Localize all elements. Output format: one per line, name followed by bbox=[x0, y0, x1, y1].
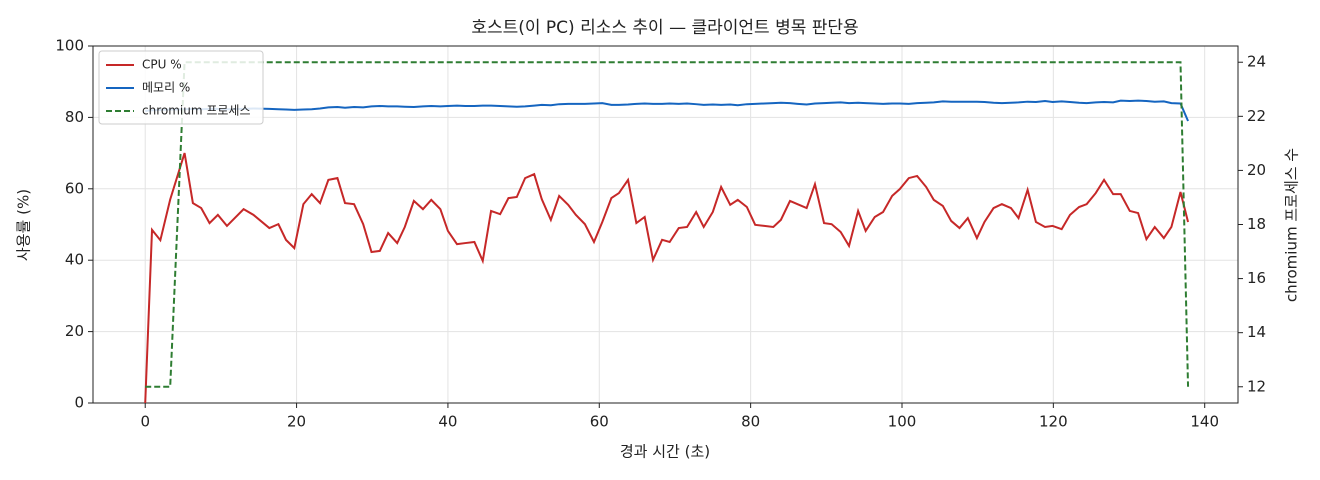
y-tick-label: 80 bbox=[65, 108, 84, 126]
y2-tick-label: 20 bbox=[1247, 161, 1266, 179]
x-tick-label: 0 bbox=[140, 413, 150, 431]
x-tick-label: 80 bbox=[741, 413, 760, 431]
legend-label: chromium 프로세스 bbox=[142, 104, 251, 118]
y2-tick-label: 12 bbox=[1247, 377, 1266, 395]
plot-frame bbox=[92, 45, 1239, 404]
series-line bbox=[145, 61, 1190, 388]
series-line bbox=[144, 152, 1190, 404]
y2-tick-label: 22 bbox=[1247, 107, 1266, 125]
chart-title: 호스트(이 PC) 리소스 추이 — 클라이언트 병목 판단용 bbox=[471, 18, 858, 38]
y2-axis-label: chromium 프로세스 수 bbox=[1283, 148, 1301, 302]
x-tick-label: 60 bbox=[590, 413, 609, 431]
x-tick-label: 20 bbox=[287, 413, 306, 431]
legend-box bbox=[98, 50, 264, 125]
y2-tick-label: 18 bbox=[1247, 215, 1266, 233]
x-tick-label: 140 bbox=[1190, 413, 1219, 431]
y-tick-label: 60 bbox=[65, 179, 84, 197]
y-tick-label: 0 bbox=[74, 394, 84, 412]
legend-label: 메모리 % bbox=[142, 81, 190, 95]
x-tick-label: 120 bbox=[1039, 413, 1068, 431]
y2-tick-label: 14 bbox=[1247, 323, 1266, 341]
x-tick-label: 40 bbox=[438, 413, 457, 431]
y-tick-label: 40 bbox=[65, 251, 84, 269]
y-axis-label: 사용률 (%) bbox=[15, 189, 33, 261]
y2-tick-label: 16 bbox=[1247, 269, 1266, 287]
x-axis-label: 경과 시간 (초) bbox=[620, 443, 710, 461]
x-tick-label: 100 bbox=[888, 413, 917, 431]
legend-label: CPU % bbox=[142, 58, 182, 72]
y-tick-label: 20 bbox=[65, 322, 84, 340]
y-tick-label: 100 bbox=[55, 37, 84, 55]
y2-tick-label: 24 bbox=[1247, 53, 1266, 71]
series-line bbox=[145, 99, 1189, 122]
